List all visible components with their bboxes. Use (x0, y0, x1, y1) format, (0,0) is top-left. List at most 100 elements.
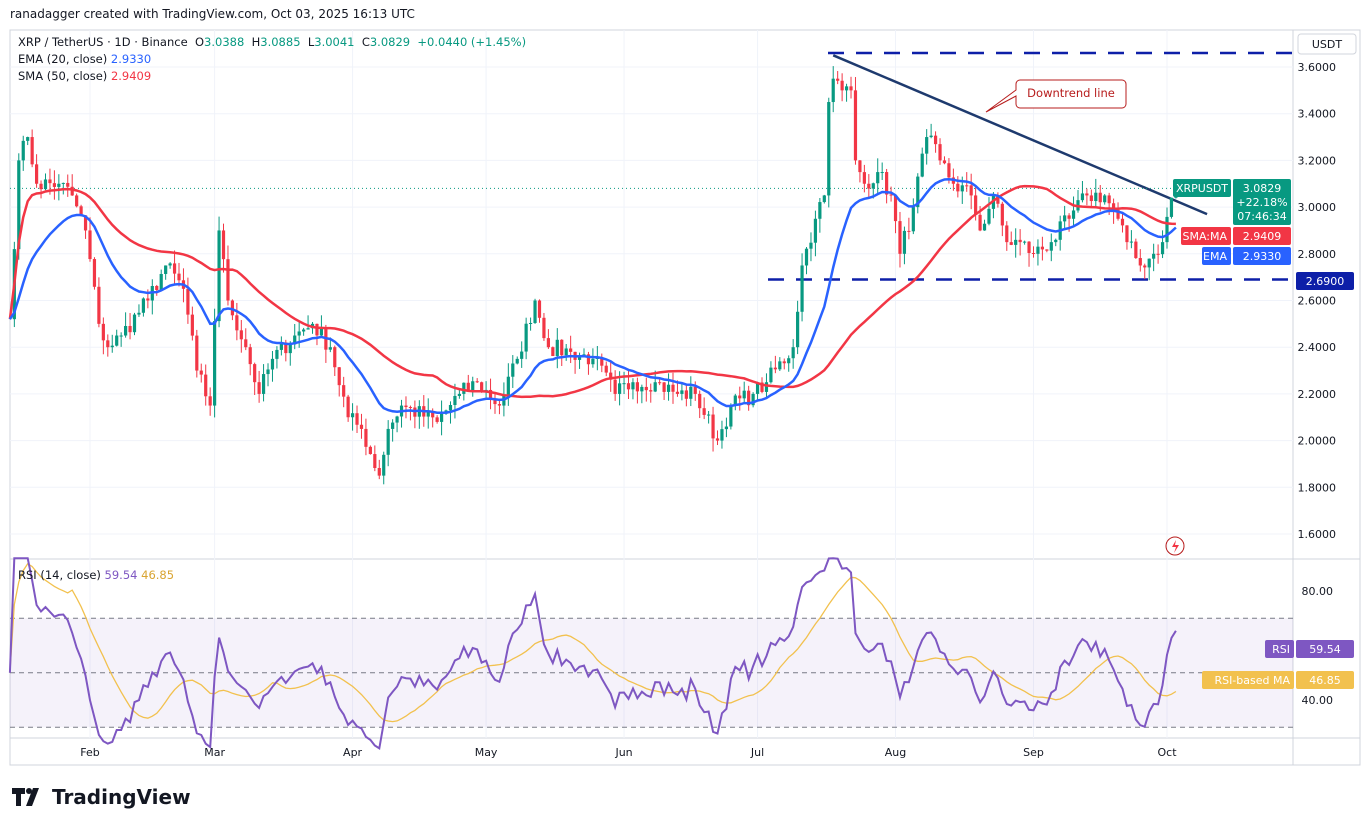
candle-body (818, 202, 822, 219)
ema-value-tag (1233, 247, 1291, 265)
ema-name-tag (1202, 247, 1231, 265)
candle-body (190, 314, 194, 336)
price-tick: 1.8000 (1298, 481, 1337, 494)
candles (12, 66, 1178, 485)
candle-body (666, 384, 671, 392)
candle-body (342, 385, 346, 397)
sma-label: SMA (50, close) (18, 69, 108, 83)
change-value: +0.0440 (+1.45%) (417, 35, 527, 49)
candle-body (996, 195, 1000, 204)
candle-body (956, 183, 960, 192)
candle-body (551, 347, 555, 357)
candle-body (920, 153, 924, 177)
candle-body (128, 325, 132, 333)
tradingview-logo[interactable]: TradingView (12, 785, 191, 809)
price-tag-text: 3.0829 (1243, 182, 1282, 195)
ema-label: EMA (20, close) (18, 52, 108, 66)
candle-body (600, 357, 604, 366)
candle-body (43, 179, 48, 190)
candle-body (333, 347, 337, 368)
candle-body (506, 376, 510, 396)
symbol-name[interactable]: XRP / TetherUS · 1D · Binance (18, 35, 188, 49)
candle-body (929, 135, 933, 138)
ema-value: 2.9330 (110, 52, 152, 66)
price-tick: 3.4000 (1298, 108, 1337, 121)
candle-body (831, 78, 835, 103)
candle-body (520, 351, 524, 359)
ema-legend[interactable]: EMA (20, close) 2.9330 (18, 52, 151, 66)
low-label: L (307, 35, 315, 49)
candle-body (791, 347, 795, 359)
candle-body (724, 426, 729, 430)
candle-body (79, 206, 83, 216)
candle-body (617, 383, 622, 394)
candle-body (235, 315, 239, 331)
currency-label: USDT (1312, 38, 1343, 51)
candle-body (764, 382, 769, 392)
rsi-ma-value: 46.85 (1309, 674, 1341, 687)
candle-body (853, 90, 858, 161)
candle-body (880, 172, 884, 174)
candle-body (110, 345, 114, 348)
candle-body (146, 298, 150, 301)
candle-body (83, 215, 88, 231)
candle-body (204, 374, 208, 397)
candle-body (684, 390, 688, 399)
candle-body (626, 383, 631, 390)
candle-body (778, 361, 782, 370)
candle-body (141, 298, 146, 313)
candle-body (70, 186, 74, 196)
candle-body (119, 335, 123, 337)
candle-body (564, 348, 568, 356)
candle-body (52, 183, 56, 187)
price-tick: 2.4000 (1298, 341, 1337, 354)
annotation-callout (985, 79, 1127, 113)
candle-body (404, 405, 408, 408)
price-tick: 3.0000 (1298, 201, 1337, 214)
candle-body (729, 405, 733, 427)
candle-body (453, 395, 457, 406)
rsi-pane (8, 557, 1293, 751)
candle-body (391, 422, 395, 429)
candle-body (533, 300, 537, 323)
candle-body (604, 365, 608, 373)
candle-body (528, 322, 533, 324)
candle-body (1089, 195, 1093, 202)
sma-name: SMA:MA (1182, 230, 1227, 243)
candle-body (907, 230, 911, 232)
annotation-text: Downtrend line (1027, 86, 1115, 100)
candle-body (649, 390, 653, 392)
candle-body (751, 393, 755, 406)
rsi-legend[interactable]: RSI (14, close) 59.54 46.85 (18, 568, 174, 582)
candle-body (707, 414, 711, 416)
candle-body (101, 323, 105, 341)
rsi-line (8, 557, 1177, 751)
candle-body (1027, 241, 1031, 253)
candle-body (97, 286, 101, 324)
candle-body (1022, 241, 1027, 243)
rsi-ma-line (9, 562, 1177, 723)
candle-body (689, 386, 693, 399)
candle-body (155, 286, 159, 291)
high-label: H (251, 35, 261, 49)
close-label: C (361, 35, 370, 49)
candle-body (1098, 192, 1102, 203)
candle-body (30, 137, 34, 165)
high-value: 3.0885 (260, 35, 301, 49)
candle-body (177, 273, 181, 281)
candle-body (804, 248, 809, 266)
candle-body (1067, 215, 1071, 219)
candle-body (787, 358, 791, 364)
sma-legend[interactable]: SMA (50, close) 2.9409 (18, 69, 151, 83)
candle-body (1103, 195, 1107, 203)
candle-body (871, 183, 875, 189)
candle-body (217, 230, 221, 322)
rsi-label: RSI (14, close) (18, 568, 101, 582)
candle-body (1143, 265, 1147, 268)
candle-body (978, 214, 982, 231)
candle-body (511, 363, 515, 377)
candle-body (965, 185, 969, 187)
candle-body (48, 179, 52, 184)
